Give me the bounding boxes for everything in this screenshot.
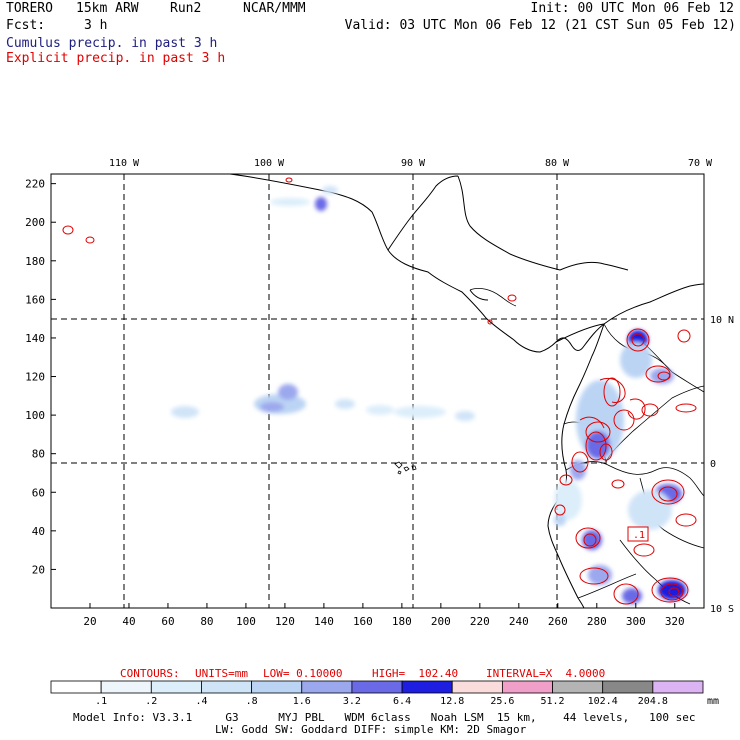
- x-tick-label: 160: [353, 615, 373, 628]
- lon-label: 80 W: [545, 158, 570, 169]
- model-name: TORERO: [6, 1, 53, 16]
- galapagos-islands: [394, 461, 417, 475]
- colorbar-unit: mm: [707, 696, 719, 707]
- x-tick-label: 40: [122, 615, 135, 628]
- colorbar-swatch: [50, 680, 102, 694]
- x-tick-label: 280: [587, 615, 607, 628]
- colorbar-level-label: 6.4: [393, 696, 411, 707]
- y-tick-label: 120: [25, 371, 45, 384]
- colorbar-level-label: 102.4: [588, 696, 618, 707]
- colorbar-level-label: .8: [246, 696, 258, 707]
- contours-low: LOW= 0.10000: [263, 667, 343, 680]
- colorbar-swatch: [251, 680, 303, 694]
- x-tick-label: 320: [665, 615, 685, 628]
- contour-legend-box: [627, 526, 649, 542]
- cumulus-field-title: Cumulus precip. in past 3 h: [6, 36, 218, 51]
- explicit-precip-contours: [62, 177, 697, 605]
- lon-label: 90 W: [401, 158, 426, 169]
- colorbar-swatch: [351, 680, 403, 694]
- colorbar-swatch: [401, 680, 453, 694]
- lon-label: 70 W: [688, 158, 713, 169]
- colorbar-swatch: [451, 680, 503, 694]
- latlon-grid: [51, 174, 704, 608]
- explicit-field-title: Explicit precip. in past 3 h: [6, 51, 226, 66]
- lat-labels: 10 N 0 10 S: [710, 315, 734, 615]
- model-info-line: Model Info: V3.3.1 G3 MYJ PBL WDM 6class…: [73, 711, 696, 724]
- colorbar-swatch: [501, 680, 553, 694]
- x-tick-label: 200: [431, 615, 451, 628]
- contours-interval: INTERVAL=X 4.0000: [486, 667, 606, 680]
- contours-high: HIGH= 102.40: [372, 667, 459, 680]
- y-tick-label: 100: [25, 409, 45, 422]
- colorbar-swatch: [201, 680, 253, 694]
- x-tick-label: 100: [236, 615, 256, 628]
- y-tick-label: 140: [25, 332, 45, 345]
- y-tick-label: 200: [25, 216, 45, 229]
- y-tick-label: 20: [32, 563, 45, 576]
- colorbar-level-label: 51.2: [540, 696, 564, 707]
- lon-labels: 110 W 100 W 90 W 80 W 70 W: [109, 158, 713, 169]
- valid-time: Valid: 03 UTC Mon 06 Feb 12 (21 CST Sun …: [344, 18, 736, 33]
- colorbar-swatch: [301, 680, 353, 694]
- x-tick-label: 20: [83, 615, 96, 628]
- x-tick-label: 240: [509, 615, 529, 628]
- y-tick-label: 40: [32, 525, 45, 538]
- forecast-hours: 3 h: [84, 18, 108, 33]
- cuba-island: [469, 288, 517, 307]
- y-tick-label: 80: [32, 448, 45, 461]
- model-run: Run2: [170, 1, 202, 16]
- y-axis-ticks: 20 40 60 80 100 120 140 160 180 200 220: [25, 178, 56, 576]
- colorbar-swatch: [100, 680, 152, 694]
- colorbar-level-label: .1: [95, 696, 107, 707]
- x-tick-label: 140: [314, 615, 334, 628]
- colorbar-swatch: [652, 680, 704, 694]
- colorbar-level-label: 25.6: [490, 696, 514, 707]
- colorbar-level-label: .2: [145, 696, 157, 707]
- lon-label: 100 W: [254, 158, 285, 169]
- colorbar-level-label: 12.8: [440, 696, 464, 707]
- x-tick-label: 60: [161, 615, 174, 628]
- contours-label: CONTOURS:: [120, 667, 180, 680]
- x-tick-label: 120: [275, 615, 295, 628]
- lon-label: 110 W: [109, 158, 140, 169]
- forecast-label: Fcst:: [6, 18, 46, 33]
- lat-label: 0: [710, 459, 716, 470]
- y-tick-label: 160: [25, 293, 45, 306]
- x-axis-ticks: 20 40 60 80 100 120 140 160 180 200 220 240 260 280 30…: [83, 603, 685, 628]
- contours-units: UNITS=mm: [195, 667, 248, 680]
- y-tick-label: 220: [25, 178, 45, 191]
- x-tick-label: 300: [626, 615, 646, 628]
- colorbar-level-label: .4: [195, 696, 207, 707]
- colorbar-level-label: 3.2: [343, 696, 361, 707]
- colorbar-level-label: 1.6: [293, 696, 311, 707]
- init-time: Init: 00 UTC Mon 06 Feb 12: [530, 1, 735, 16]
- colorbar-level-label: 204.8: [638, 696, 668, 707]
- physics-info-line: LW: Godd SW: Goddard DIFF: simple KM: 2D…: [215, 723, 527, 736]
- lat-label: 10 N: [710, 315, 734, 326]
- coastline-central-america: [229, 174, 605, 353]
- x-tick-label: 180: [392, 615, 412, 628]
- y-tick-label: 60: [32, 486, 45, 499]
- x-tick-label: 260: [548, 615, 568, 628]
- precip-colorbar: .1 .2 .4 .8 1.6 3.2 6.4 12.8 25.6 51.2 102.4 204.8 m…: [50, 680, 719, 707]
- model-resolution: 15km ARW: [76, 1, 139, 16]
- plot-frame: [50, 173, 705, 609]
- x-tick-label: 80: [200, 615, 213, 628]
- coastline-yucatan: [387, 175, 561, 271]
- cumulus-precip-shading: [171, 186, 686, 604]
- model-org: NCAR/MMM: [243, 1, 306, 16]
- x-tick-label: 220: [470, 615, 490, 628]
- contour-legend-label: .1: [633, 530, 645, 541]
- colorbar-swatch: [150, 680, 202, 694]
- y-tick-label: 180: [25, 255, 45, 268]
- colorbar-swatch: [602, 680, 654, 694]
- colorbar-swatch: [552, 680, 604, 694]
- lat-label: 10 S: [710, 604, 734, 615]
- coastline-caribbean: [469, 261, 704, 343]
